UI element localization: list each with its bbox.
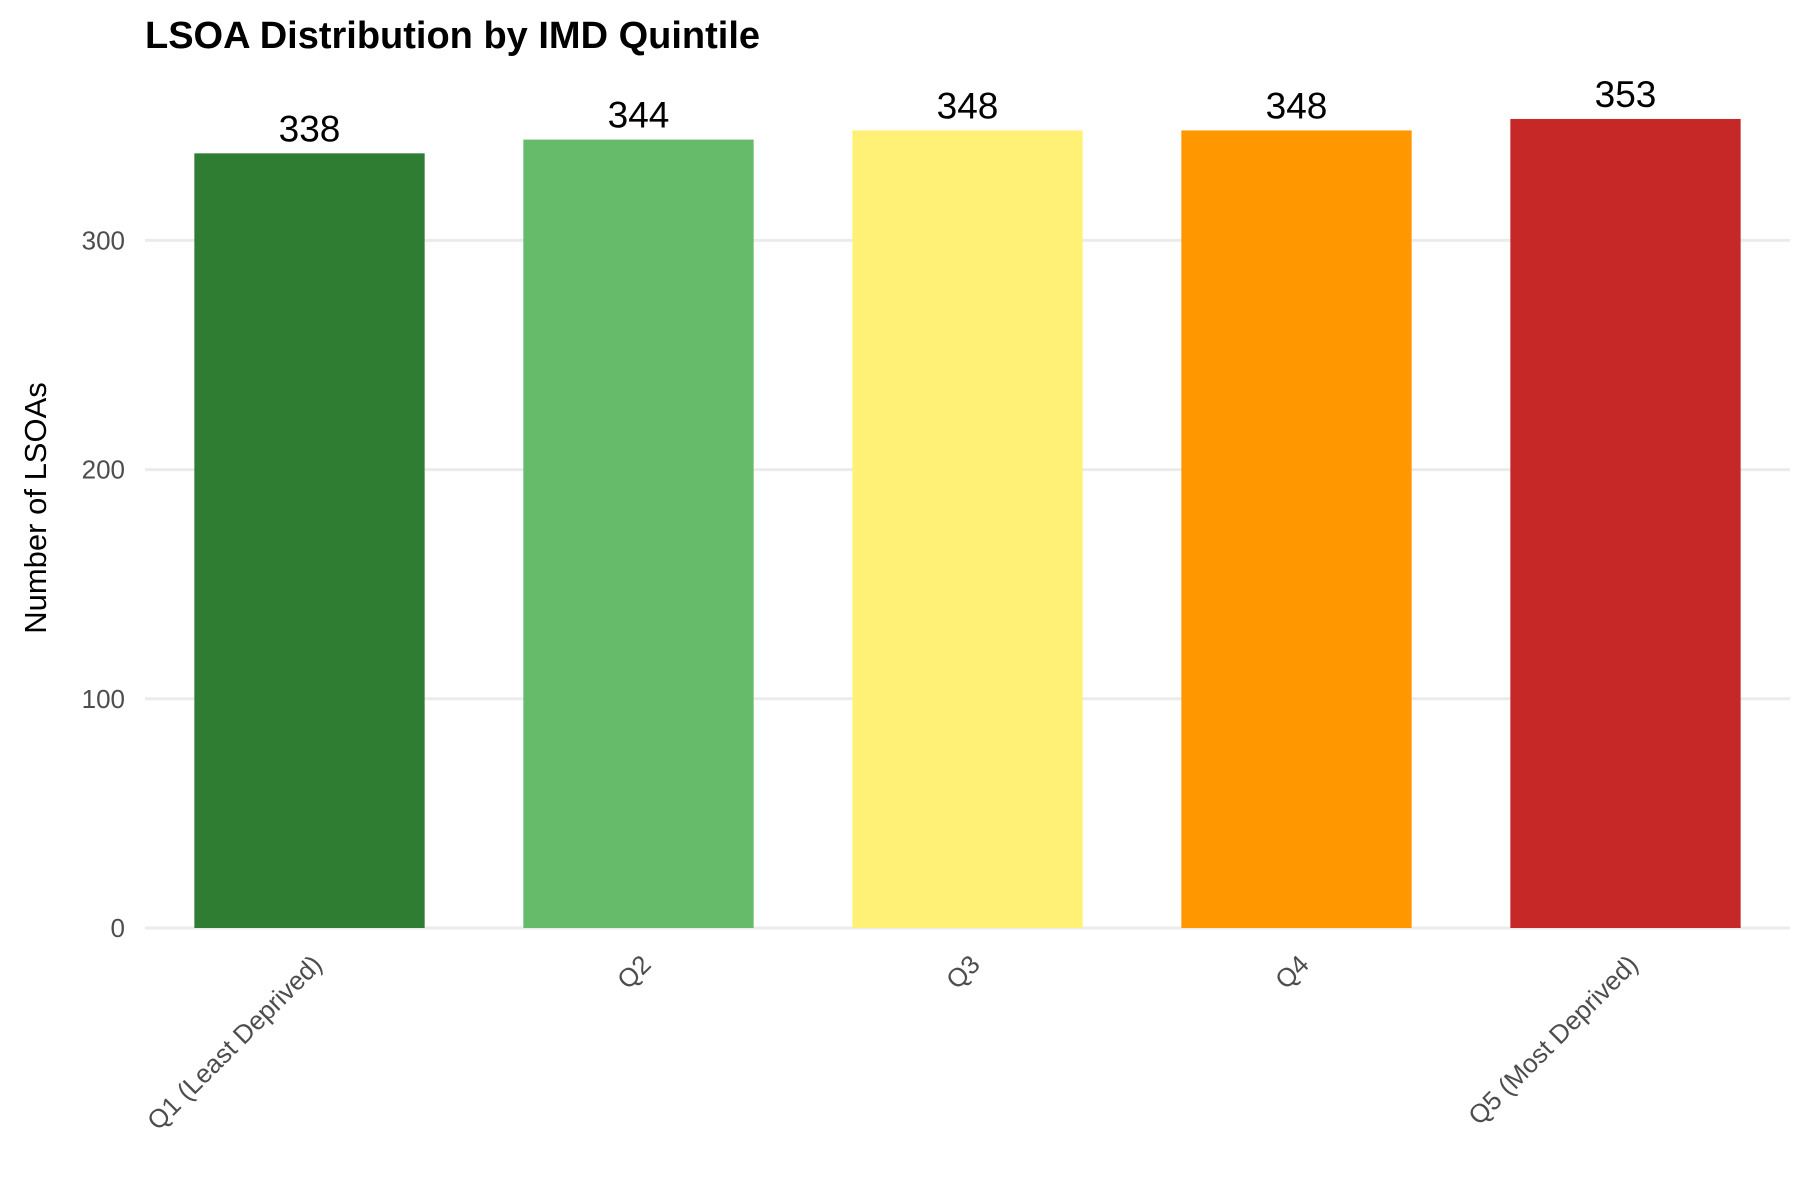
bar	[194, 153, 425, 928]
x-tick-label: Q1 (Least Deprived)	[141, 949, 328, 1136]
y-tick-label: 300	[82, 225, 125, 255]
bar-value-label: 344	[608, 95, 670, 136]
x-tick-label: Q5 (Most Deprived)	[1462, 949, 1644, 1131]
x-tick-label: Q2	[611, 949, 657, 995]
bar-value-label: 353	[1595, 74, 1657, 115]
bar	[523, 139, 754, 929]
bars	[194, 118, 1741, 929]
y-axis-ticks: 0 100 200 300	[82, 225, 125, 943]
y-tick-label: 200	[82, 455, 125, 485]
chart-title: LSOA Distribution by IMD Quintile	[145, 15, 760, 57]
bar-value-label: 348	[1266, 85, 1328, 126]
bar-value-label: 338	[279, 108, 341, 149]
y-tick-label: 100	[82, 684, 125, 714]
bar-value-label: 348	[937, 85, 999, 126]
data-labels: 338 344 348 348 353	[279, 74, 1657, 149]
x-tick-label: Q3	[940, 949, 986, 995]
x-axis-ticks: Q1 (Least Deprived) Q2 Q3 Q4 Q5 (Most Depriv…	[141, 949, 1644, 1136]
bar	[1510, 118, 1741, 929]
x-tick-label: Q4	[1269, 949, 1315, 995]
y-axis-label: Number of LSOAs	[18, 382, 53, 634]
bar	[1181, 130, 1412, 928]
y-tick-label: 0	[111, 913, 125, 943]
bar	[852, 130, 1083, 928]
